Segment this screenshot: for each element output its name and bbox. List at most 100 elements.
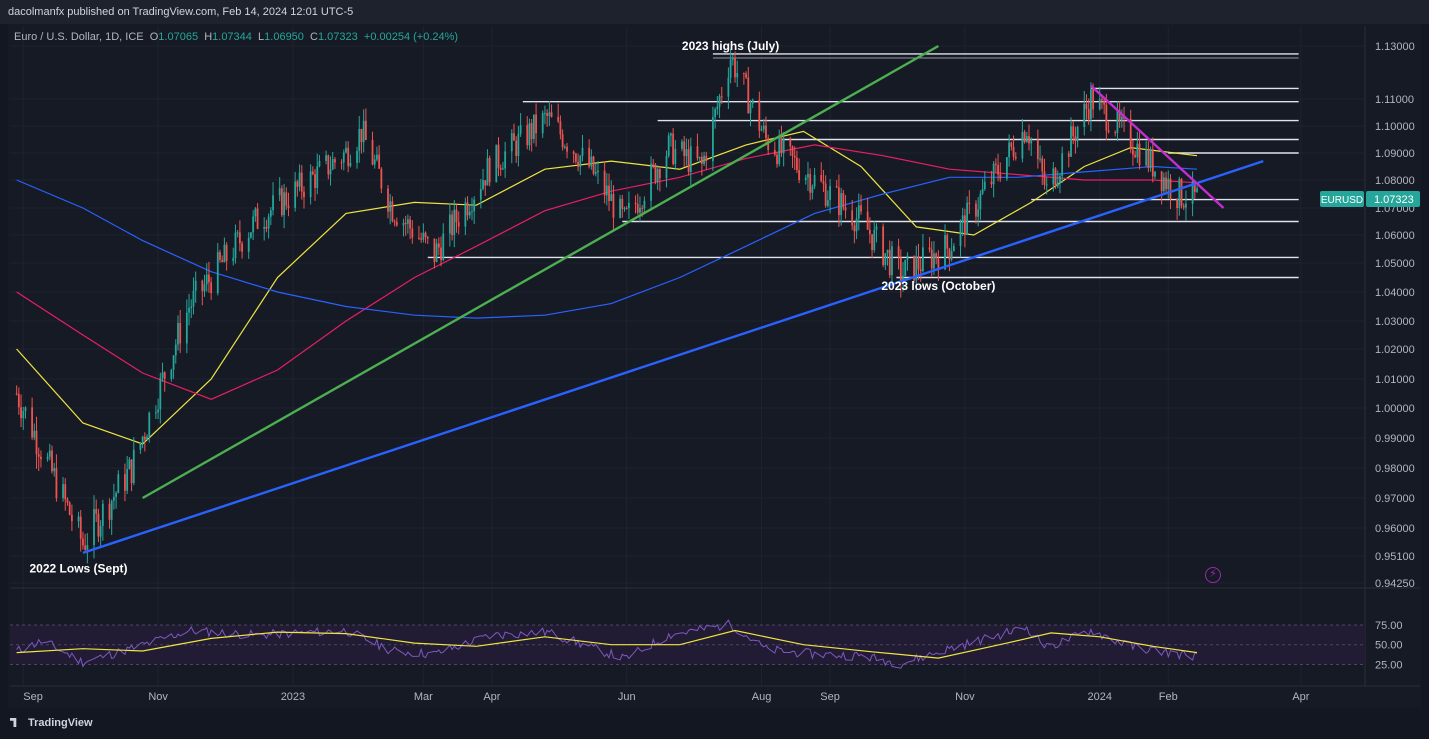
candle-body xyxy=(623,207,626,209)
candle-body xyxy=(681,141,683,149)
candle-body xyxy=(393,221,396,223)
candle-body xyxy=(479,189,482,200)
candle-body xyxy=(572,151,575,154)
candle-body xyxy=(298,172,301,187)
candle-body xyxy=(824,183,827,206)
candle-body xyxy=(1006,157,1008,179)
candle-body xyxy=(1114,132,1117,134)
candle-body xyxy=(66,499,69,503)
candle-body xyxy=(97,513,100,537)
candle-body xyxy=(714,109,717,118)
candle-body xyxy=(448,214,451,234)
open-value: 1.07065 xyxy=(158,31,199,43)
candle-body xyxy=(238,232,241,244)
candle-body xyxy=(758,99,761,131)
candle-body xyxy=(252,216,255,233)
candle-body xyxy=(378,154,381,169)
candle-body xyxy=(807,174,809,178)
candle-body xyxy=(502,168,504,170)
candle-body xyxy=(891,246,893,276)
candle-body xyxy=(1054,168,1057,187)
candle-body xyxy=(420,238,423,240)
candle-body xyxy=(77,516,80,522)
candle-body xyxy=(1030,139,1033,144)
ticker-label: EURUSD xyxy=(1321,195,1363,206)
candle-body xyxy=(334,159,336,163)
candle-body xyxy=(1041,158,1044,172)
candle-body xyxy=(79,516,82,539)
candle-body xyxy=(822,181,825,184)
last-price-tag: EURUSD 1.07323 xyxy=(1320,190,1420,207)
candle-body xyxy=(705,155,708,162)
open-label: O xyxy=(149,31,159,43)
candle-body xyxy=(813,174,816,187)
rsi-pane xyxy=(10,619,1365,669)
candle-body xyxy=(254,208,257,217)
candle-body xyxy=(157,409,159,413)
candle-body xyxy=(886,249,889,254)
candle-body xyxy=(736,72,739,78)
candle-body xyxy=(210,282,213,294)
candle-body xyxy=(395,221,398,226)
symbol-legend[interactable]: Euro / U.S. Dollar, 1D, ICE O1.07065 H1.… xyxy=(14,31,458,43)
candle-body xyxy=(961,215,964,224)
time-tick-label: Feb xyxy=(1159,691,1178,703)
candle-body xyxy=(311,171,314,175)
candle-body xyxy=(216,252,219,294)
candle-body xyxy=(654,164,657,182)
candle-body xyxy=(621,198,624,209)
candle-body xyxy=(966,202,969,235)
candle-body xyxy=(838,187,840,216)
candle-body xyxy=(20,407,22,419)
candle-body xyxy=(347,147,350,167)
candle-body xyxy=(484,180,487,186)
candle-body xyxy=(95,509,98,514)
rsi-line xyxy=(16,619,1198,669)
candle-body xyxy=(495,144,498,183)
tradingview-logo[interactable]: TradingView xyxy=(10,717,93,729)
low-value: 1.06950 xyxy=(264,31,304,43)
trendline xyxy=(142,44,939,500)
candle-body xyxy=(968,202,971,204)
candle-body xyxy=(826,200,829,206)
candle-body xyxy=(1028,136,1030,144)
candle-body xyxy=(1070,126,1072,157)
candle-body xyxy=(793,155,796,158)
candle-body xyxy=(358,128,361,151)
candle-body xyxy=(504,151,507,169)
candle-body xyxy=(820,174,823,182)
candle-body xyxy=(55,468,58,499)
candle-body xyxy=(190,306,193,308)
candle-body xyxy=(139,442,142,450)
rsi-tick-label: 50.00 xyxy=(1375,640,1403,652)
candle-body xyxy=(532,114,535,140)
footer-bar xyxy=(0,708,1429,739)
candle-body xyxy=(656,169,659,182)
candle-body xyxy=(904,259,907,276)
candle-body xyxy=(703,155,705,164)
candle-body xyxy=(696,146,699,159)
candle-body xyxy=(687,149,690,172)
candle-body xyxy=(712,117,714,162)
price-axis: 1.130001.110001.100001.090001.080001.070… xyxy=(1375,41,1415,671)
rsi-signal-line xyxy=(16,629,1198,659)
candle-body xyxy=(844,207,847,211)
candle-body xyxy=(154,412,157,414)
candle-body xyxy=(526,125,529,146)
candle-body xyxy=(471,211,473,213)
candle-body xyxy=(964,215,966,235)
candle-body xyxy=(798,170,801,181)
candle-body xyxy=(937,258,940,270)
candle-body xyxy=(851,210,854,226)
candle-body xyxy=(1067,153,1070,157)
candle-body xyxy=(316,166,319,188)
candle-body xyxy=(946,235,949,249)
candle-body xyxy=(928,247,931,250)
candle-body xyxy=(442,233,445,261)
flash-icon[interactable]: ⚡ xyxy=(1205,567,1221,583)
candle-body xyxy=(855,218,858,232)
candle-body xyxy=(519,125,522,134)
candle-body xyxy=(1185,203,1187,208)
candle-body xyxy=(128,459,131,470)
